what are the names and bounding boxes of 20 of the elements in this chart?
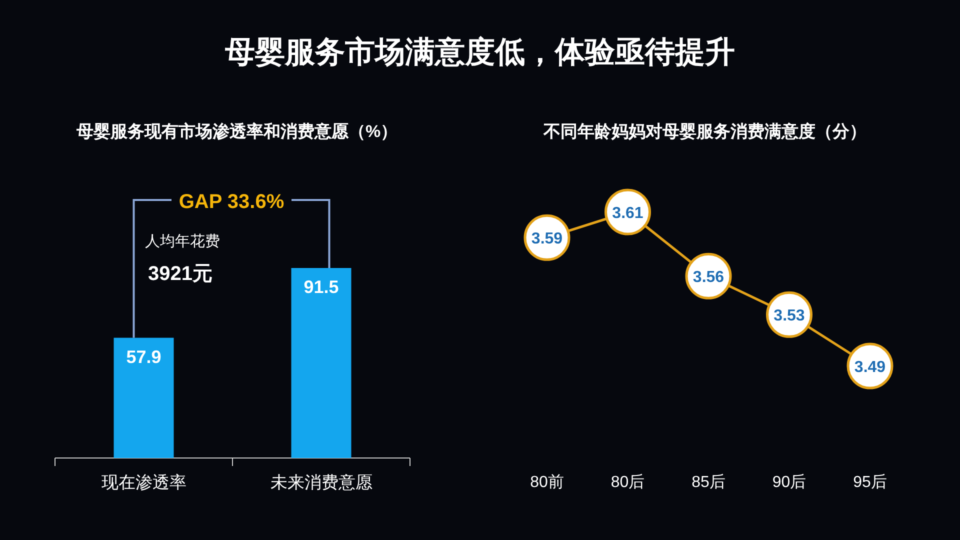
data-label: 3.56 — [692, 269, 724, 286]
x-tick-label: 未来消费意愿 — [270, 473, 372, 492]
x-tick-label: 80前 — [530, 473, 564, 491]
data-label: 91.5 — [304, 277, 339, 297]
text: GAP 33.6% — [178, 191, 284, 213]
annotation: 3921元 — [148, 263, 212, 285]
data-label: 3.61 — [612, 205, 644, 222]
x-tick-label: 85后 — [692, 473, 726, 491]
chart-title: 不同年龄妈妈对母婴服务消费满意度（分） — [542, 122, 866, 141]
x-tick-label: 80后 — [610, 473, 645, 491]
chart-subtitle: 母婴服务现有市场渗透率和消费意愿（%） — [75, 122, 398, 141]
text: 人均年花费 — [145, 233, 220, 250]
data-label: 57.9 — [126, 346, 162, 367]
data-label: 3.59 — [531, 230, 563, 248]
x-tick-label: 95后 — [853, 473, 887, 491]
text: 母婴服务市场满意度低，体验亟待提升 — [224, 35, 735, 69]
x-tick-label: 90后 — [772, 473, 806, 491]
data-label: 3.49 — [854, 359, 886, 376]
x-tick-label: 现在渗透率 — [101, 473, 186, 492]
data-label: 3.53 — [774, 308, 805, 325]
